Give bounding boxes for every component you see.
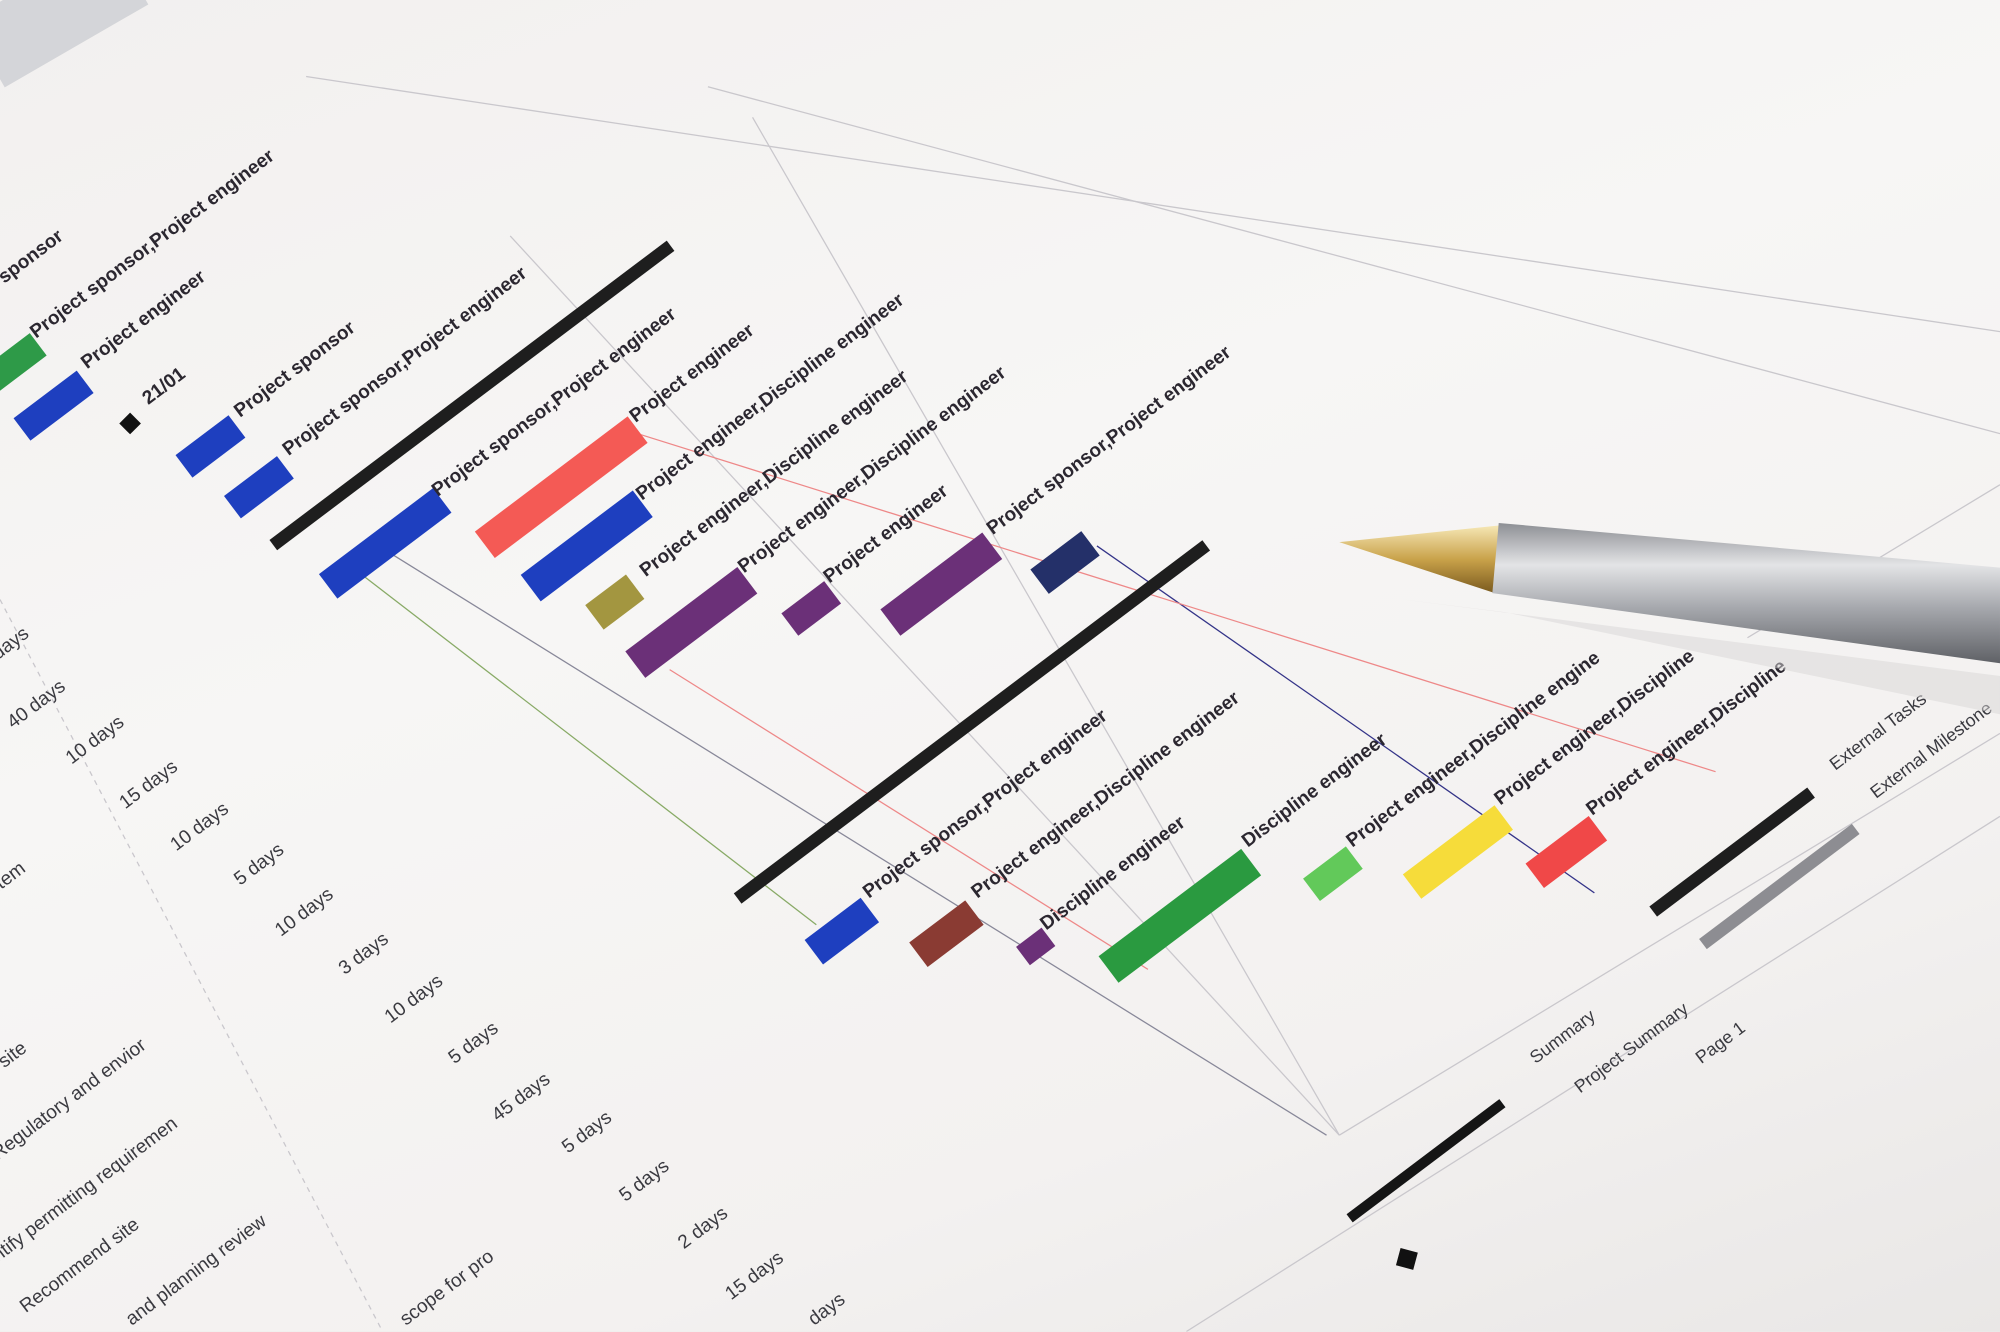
pen-barrel <box>1492 522 2000 664</box>
pen-tip <box>1339 525 1499 594</box>
